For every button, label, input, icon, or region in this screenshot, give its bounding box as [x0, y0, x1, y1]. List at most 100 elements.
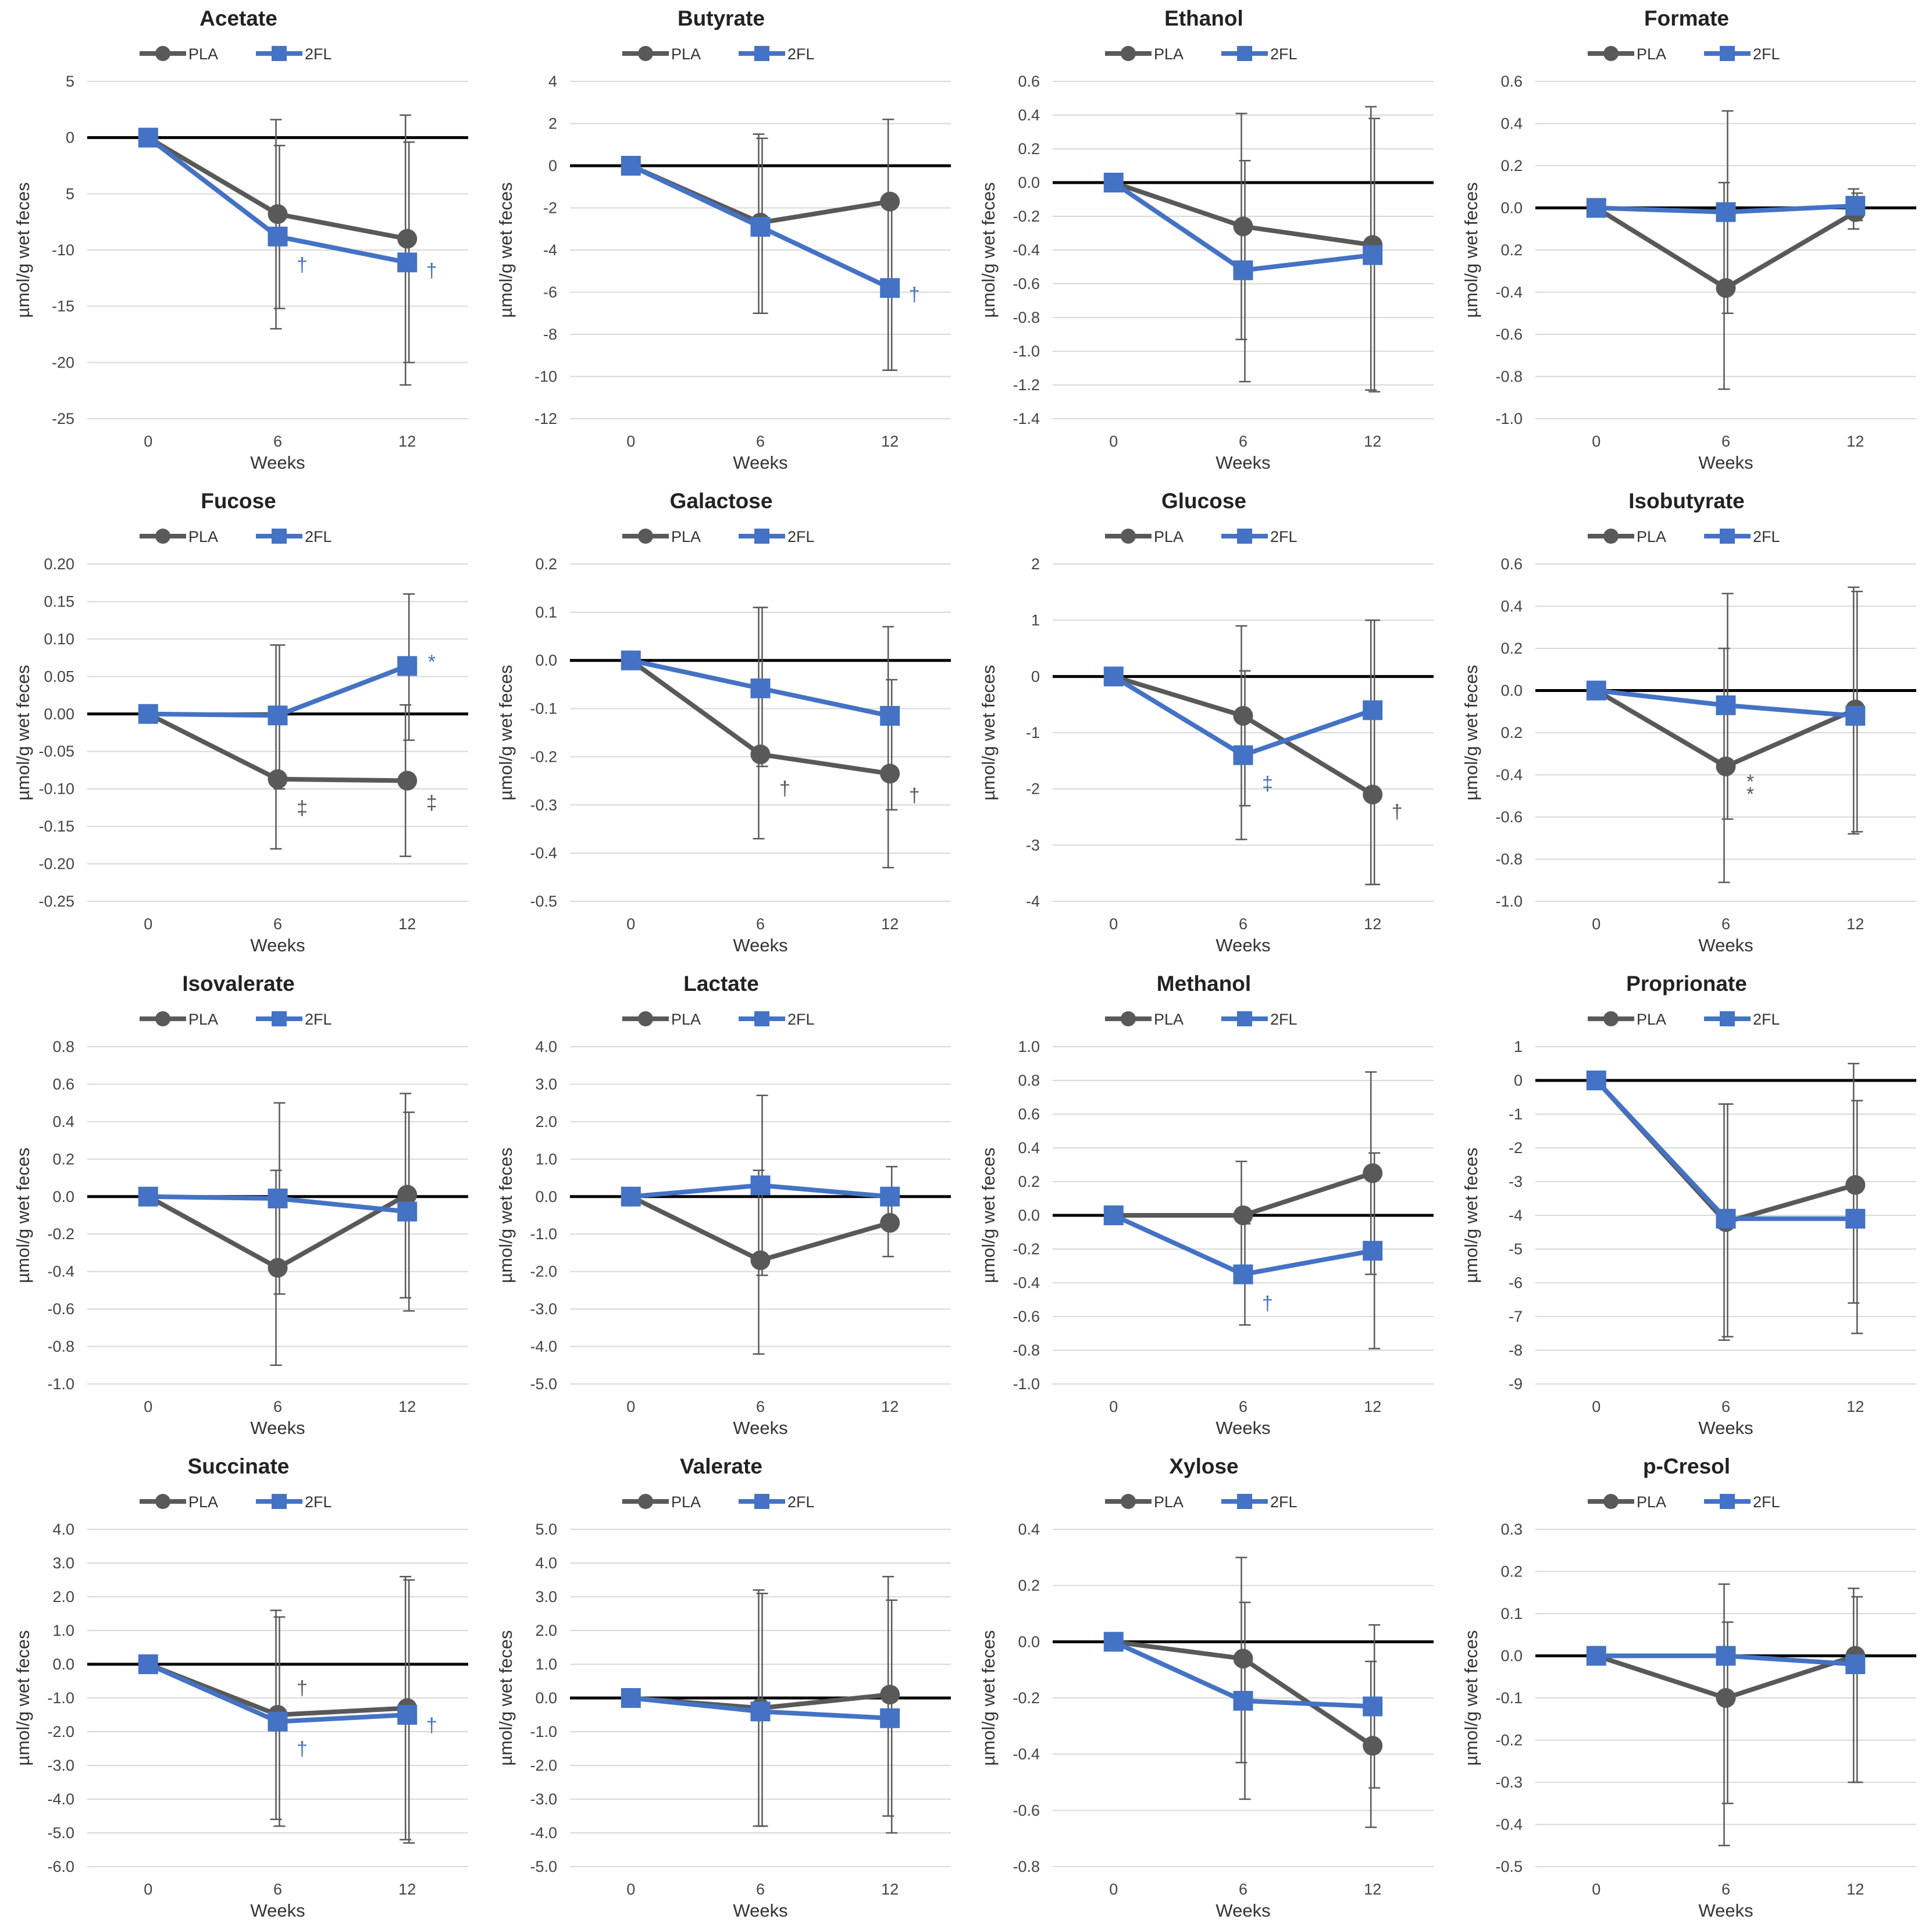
significance-marker: †	[297, 254, 308, 276]
legend-label-pla: PLA	[188, 1493, 218, 1511]
data-point-2fl	[1716, 695, 1736, 715]
x-tick-label: 6	[756, 1398, 765, 1415]
y-tick-label: 0.3	[1500, 1521, 1523, 1538]
y-tick-label: 0.2	[535, 555, 557, 573]
y-tick-label: -0.6	[47, 1300, 74, 1318]
x-tick-label: 12	[1847, 915, 1864, 933]
legend-marker-circle	[1121, 529, 1136, 544]
y-tick-label: -0.4	[1013, 1746, 1040, 1763]
x-tick-label: 0	[626, 1881, 635, 1898]
y-tick-label: -0.4	[47, 1263, 74, 1280]
y-tick-label: -0.4	[1013, 241, 1040, 259]
y-tick-label: -3.0	[530, 1300, 557, 1318]
data-point-2fl	[1363, 1240, 1383, 1261]
data-point-pla	[268, 1258, 288, 1278]
x-axis-label: Weeks	[733, 1900, 787, 1921]
x-tick-label: 0	[144, 433, 152, 450]
x-tick-label: 12	[398, 433, 416, 450]
y-axis-label: µmol/g wet feces	[496, 1630, 516, 1765]
y-axis-label: µmol/g wet feces	[978, 182, 999, 317]
x-tick-label: 0	[1592, 433, 1601, 450]
x-axis-label: Weeks	[1698, 1900, 1753, 1921]
y-tick-label: 4.0	[52, 1521, 74, 1538]
data-point-pla	[397, 229, 418, 249]
legend-label-2fl: 2FL	[1753, 528, 1780, 545]
chart-title: Valerate	[680, 1454, 762, 1478]
legend-marker-square	[1237, 1011, 1252, 1026]
data-point-2fl	[1716, 1646, 1736, 1666]
data-point-pla	[1363, 1736, 1383, 1756]
significance-marker: †	[297, 1738, 308, 1760]
series-line-pla	[1594, 1079, 1856, 1225]
y-tick-label: -1.4	[1013, 410, 1040, 427]
y-tick-label: -4.0	[530, 1824, 557, 1842]
y-tick-label: 0	[1031, 668, 1040, 685]
x-tick-label: 6	[756, 433, 765, 450]
data-point-2fl	[268, 226, 288, 247]
data-point-2fl	[1586, 198, 1606, 218]
chart-title: Xylose	[1169, 1454, 1238, 1478]
y-tick-label: -0.4	[1013, 1274, 1040, 1292]
chart-title: Proprionate	[1626, 972, 1747, 996]
data-point-pla	[1233, 1649, 1253, 1669]
y-tick-label: 1.0	[535, 1150, 557, 1168]
data-point-pla	[880, 1212, 900, 1233]
y-tick-label: -0.4	[1495, 766, 1523, 784]
legend-marker-square	[1237, 46, 1252, 61]
y-tick-label: 0.0	[1500, 1647, 1523, 1665]
legend-label-pla: PLA	[1637, 45, 1666, 63]
legend-label-pla: PLA	[188, 1011, 218, 1028]
y-axis-label: µmol/g wet feces	[1461, 1147, 1481, 1283]
x-axis-label: Weeks	[733, 452, 787, 473]
legend-label-2fl: 2FL	[1270, 528, 1297, 545]
y-tick-label: -1.0	[530, 1723, 557, 1740]
x-tick-label: 0	[1592, 1881, 1601, 1898]
y-tick-label: -0.4	[530, 844, 557, 862]
data-point-2fl	[880, 1186, 900, 1207]
data-point-pla	[880, 1685, 900, 1705]
y-axis-label: µmol/g wet feces	[13, 665, 33, 800]
data-point-2fl	[1845, 1654, 1866, 1674]
y-tick-label: 2.0	[535, 1113, 557, 1130]
legend-label-pla: PLA	[188, 528, 218, 545]
chart-panel-lactate: Lactate PLA 2FL 4.0 3.0 2.0 1.0 0.0 -1.0 -2.0 -3.0…	[496, 972, 951, 1438]
significance-marker: †	[297, 1678, 308, 1700]
y-tick-label: -25	[52, 410, 74, 427]
data-point-2fl	[268, 705, 288, 726]
y-axis-label: µmol/g wet feces	[978, 1630, 999, 1765]
data-point-2fl	[1845, 195, 1866, 216]
y-tick-label: 0.2	[1018, 1577, 1040, 1594]
y-axis-label: µmol/g wet feces	[978, 1147, 999, 1283]
data-point-2fl	[1363, 700, 1383, 720]
chart-title: Lactate	[683, 972, 759, 996]
y-tick-label: -1.0	[1013, 343, 1040, 360]
y-tick-label: -10	[52, 241, 74, 259]
y-tick-label: 0	[548, 157, 557, 174]
data-point-2fl	[621, 650, 641, 670]
data-point-2fl	[1233, 260, 1253, 280]
y-tick-label: 0.4	[1500, 115, 1523, 133]
data-point-pla	[750, 1250, 771, 1271]
y-tick-label: 0.0	[1500, 199, 1523, 217]
legend-marker-circle	[1121, 46, 1136, 61]
x-tick-label: 6	[1239, 915, 1247, 933]
data-point-pla	[880, 191, 900, 212]
y-tick-label: 0.1	[1500, 1605, 1523, 1622]
chart-panel-valerate: Valerate PLA 2FL 5.0 4.0 3.0 2.0 1.0 0.0 -1.0 -2.0…	[496, 1454, 951, 1921]
x-axis-label: Weeks	[250, 1900, 305, 1921]
x-axis-label: Weeks	[733, 935, 787, 955]
data-point-2fl	[1845, 1208, 1866, 1229]
data-point-pla	[1363, 784, 1383, 805]
y-tick-label: 0.4	[1500, 598, 1523, 615]
significance-marker: *	[1746, 783, 1754, 805]
x-tick-label: 12	[1364, 1881, 1381, 1898]
y-tick-label: 0.0	[52, 1188, 74, 1205]
y-axis-label: µmol/g wet feces	[13, 1147, 33, 1283]
y-tick-label: 0.0	[1018, 174, 1040, 191]
chart-title: Glucose	[1161, 489, 1246, 513]
legend-label-2fl: 2FL	[1270, 45, 1297, 63]
x-axis-label: Weeks	[1215, 935, 1270, 955]
x-tick-label: 0	[1109, 1398, 1118, 1415]
y-tick-label: 0.2	[1500, 640, 1523, 657]
y-tick-label: -0.2	[1013, 208, 1040, 225]
